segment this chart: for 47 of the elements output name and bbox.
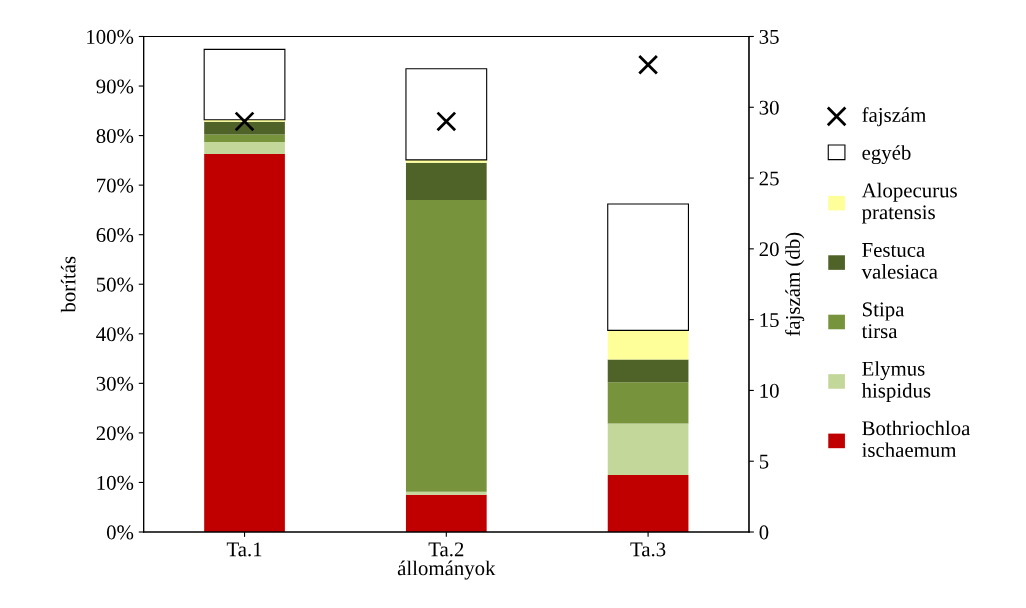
legend-label: Alopecurus pratensis xyxy=(861,182,957,224)
y-tick-label: 90% xyxy=(96,79,134,94)
bar xyxy=(607,203,690,331)
y2-tick-label: 20 xyxy=(759,242,779,257)
y2-tick-label: 15 xyxy=(760,313,779,328)
y-tick-label: 100% xyxy=(87,29,134,44)
bar xyxy=(204,142,285,154)
y2-tick-label: 25 xyxy=(759,171,779,186)
y2-tick-label: 10 xyxy=(760,383,779,398)
y-tick-label: 20% xyxy=(96,426,134,441)
y-tick-label: 40% xyxy=(96,327,134,342)
y2-tick-label: 35 xyxy=(759,29,779,44)
x-tick-label: Ta.2 xyxy=(428,542,464,557)
y-axis-title: borítás xyxy=(60,256,76,313)
bar xyxy=(204,153,285,532)
legend-label: Stipa tirsa xyxy=(861,302,905,339)
x-axis-title: állományok xyxy=(397,560,496,580)
bar xyxy=(405,494,487,532)
legend-label: egyéb xyxy=(862,145,911,165)
bar xyxy=(204,121,285,135)
x-tick-label: Ta.3 xyxy=(630,542,666,557)
bar xyxy=(204,134,285,143)
y2-tick-label: 5 xyxy=(759,454,769,469)
legend-label: Festuca valesiaca xyxy=(861,243,938,279)
x-tick-label: Ta.1 xyxy=(226,542,262,557)
y-tick-label: 50% xyxy=(96,277,134,292)
bar xyxy=(405,162,487,200)
bar xyxy=(405,491,487,495)
bar xyxy=(607,359,689,383)
y-tick-label: 30% xyxy=(96,376,134,391)
y-tick-label: 60% xyxy=(96,228,134,243)
bar xyxy=(607,382,689,424)
bar xyxy=(607,330,689,360)
bar xyxy=(405,200,487,492)
y-tick-label: 80% xyxy=(96,128,134,144)
legend-label: Bothriochloa ischaemum xyxy=(862,420,971,458)
y2-tick-label: 0 xyxy=(759,525,769,540)
y-tick-label: 0% xyxy=(106,525,134,540)
bar xyxy=(607,423,689,476)
legend-label: Elymus hispidus xyxy=(861,361,931,402)
bar xyxy=(405,68,488,161)
y-tick-label: 10% xyxy=(97,475,134,490)
bar xyxy=(607,475,689,532)
y2-tick-label: 30 xyxy=(759,100,779,115)
legend-label: fajszám xyxy=(862,107,927,127)
y-tick-label: 70% xyxy=(97,178,134,193)
y2-axis-title: fajszám (db) xyxy=(785,232,805,336)
